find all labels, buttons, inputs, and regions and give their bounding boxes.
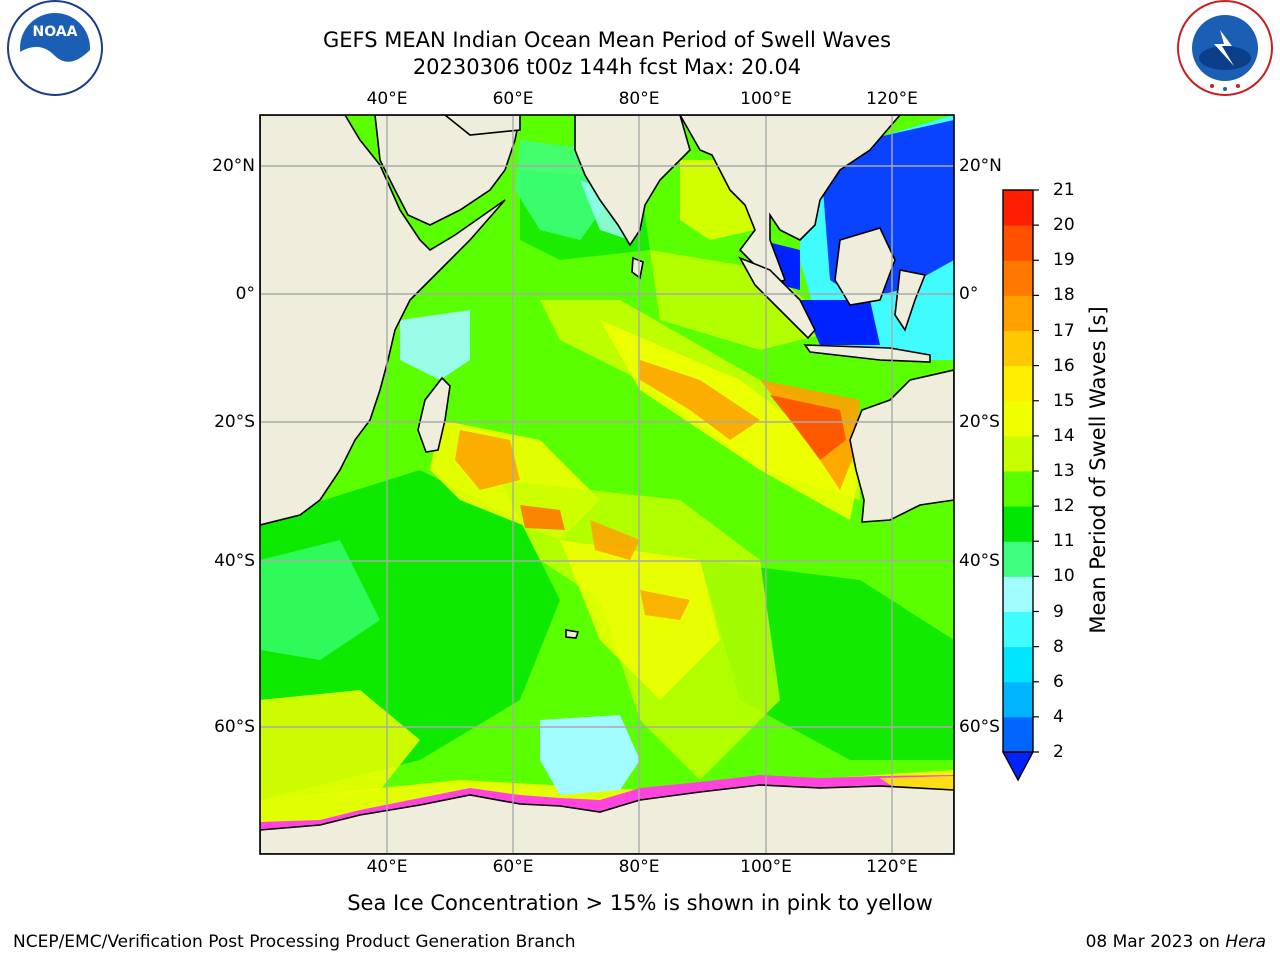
map-subtitle: 20230306 t00z 144h fcst Max: 20.04	[412, 55, 802, 79]
colorbar-tick-label: 10	[1053, 566, 1075, 587]
colorbar-swatch	[1003, 400, 1033, 437]
lat-label-left: 20°S	[214, 412, 255, 432]
colorbar-swatch	[1003, 225, 1033, 261]
lat-label-right: 20°S	[959, 412, 1000, 432]
noaa-logo-text: NOAA	[33, 24, 78, 40]
colorbar-tick-label: 17	[1053, 320, 1075, 341]
lon-label-top: 80°E	[618, 89, 660, 109]
colorbar-swatch	[1003, 681, 1033, 718]
lon-label-top: 120°E	[866, 89, 918, 109]
nws-logo	[1177, 0, 1273, 96]
lon-label-top: 40°E	[366, 89, 408, 109]
lat-label-right: 60°S	[959, 717, 1000, 737]
footer-credit: NCEP/EMC/Verification Post Processing Pr…	[13, 932, 576, 952]
swell-period-field	[260, 115, 954, 854]
footer-machine: Hera	[1225, 932, 1266, 952]
lat-label-left: 40°S	[214, 551, 255, 571]
gridlines	[260, 115, 954, 854]
colorbar-swatch	[1003, 506, 1033, 542]
colorbar-tick-label: 18	[1053, 285, 1075, 306]
colorbar-tick-label: 21	[1053, 180, 1075, 200]
colorbar-tick-label: 15	[1053, 390, 1075, 411]
colorbar-tick-label: 16	[1053, 355, 1075, 376]
colorbar-title: Mean Period of Swell Waves [s]	[1086, 306, 1110, 634]
lat-label-left: 0°	[235, 284, 255, 304]
footer-date-text: 08 Mar 2023 on	[1085, 932, 1220, 952]
colorbar-swatch	[1003, 611, 1033, 648]
colorbar-tick-label: 12	[1053, 496, 1075, 517]
colorbar-tick-label: 4	[1053, 706, 1064, 727]
lat-label-right: 0°	[959, 284, 979, 304]
colorbar-swatch	[1003, 541, 1033, 577]
map-title: GEFS MEAN Indian Ocean Mean Period of Sw…	[322, 28, 892, 52]
colorbar-swatch	[1003, 716, 1033, 753]
map-area	[260, 115, 954, 854]
lon-label-top: 60°E	[492, 89, 534, 109]
colorbar-tick-label: 6	[1053, 671, 1064, 692]
landmasses	[260, 115, 954, 854]
colorbar-tick-label: 11	[1053, 531, 1075, 552]
colorbar-swatch	[1003, 190, 1033, 226]
colorbar-swatch	[1003, 576, 1033, 612]
colorbar-swatch	[1003, 260, 1033, 296]
colorbar-swatch	[1003, 295, 1033, 331]
colorbar-tick-label: 9	[1053, 601, 1064, 622]
lon-label-bottom: 60°E	[492, 857, 534, 877]
colorbar-tick-label: 2	[1053, 742, 1064, 762]
lat-label-right: 40°S	[959, 551, 1000, 571]
colorbar-extend-arrow	[1001, 751, 1035, 782]
colorbar	[1001, 189, 1039, 782]
footer-date: 08 Mar 2023 on Hera	[1086, 932, 1266, 952]
colorbar-swatch	[1003, 471, 1033, 507]
map-frame	[259, 114, 955, 855]
colorbar-swatch	[1003, 365, 1033, 402]
lat-label-right: 20°N	[959, 156, 1002, 176]
colorbar-tick-label: 14	[1053, 425, 1075, 446]
sea-ice-caption: Sea Ice Concentration > 15% is shown in …	[347, 891, 933, 915]
lon-label-bottom: 80°E	[618, 857, 660, 877]
colorbar-tick-label: 13	[1053, 461, 1075, 481]
colorbar-swatch	[1003, 330, 1033, 367]
colorbar-tick-label: 20	[1053, 215, 1075, 236]
lon-label-top: 100°E	[740, 89, 792, 109]
colorbar-swatch	[1003, 435, 1033, 472]
colorbar-tick-label: 19	[1053, 250, 1075, 271]
lat-label-left: 20°N	[212, 156, 255, 176]
colorbar-swatch	[1003, 646, 1033, 683]
noaa-logo: NOAA	[7, 0, 103, 96]
lon-label-bottom: 120°E	[866, 857, 918, 877]
lon-label-bottom: 100°E	[740, 857, 792, 877]
colorbar-tick-label: 8	[1053, 636, 1064, 657]
lat-label-left: 60°S	[214, 717, 255, 737]
lon-label-bottom: 40°E	[366, 857, 408, 877]
